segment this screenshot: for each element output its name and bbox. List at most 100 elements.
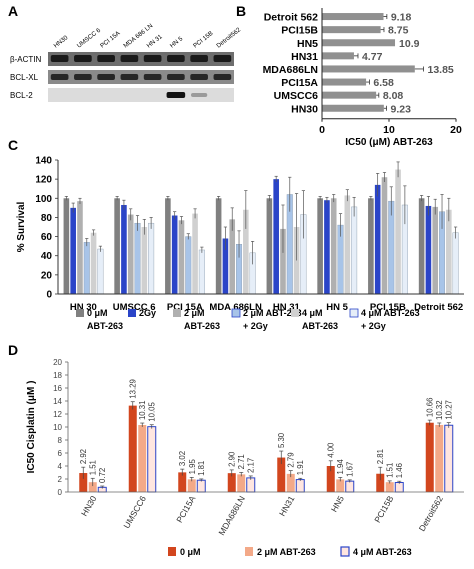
data-label: 10.66 bbox=[426, 398, 435, 418]
bar bbox=[322, 65, 415, 73]
data-label: 10.27 bbox=[445, 400, 454, 420]
data-label: 5.30 bbox=[277, 432, 286, 448]
data-label: 1.51 bbox=[89, 460, 98, 475]
bar bbox=[322, 26, 381, 34]
bar bbox=[376, 473, 385, 492]
bar bbox=[381, 177, 388, 294]
bar bbox=[326, 466, 335, 492]
legend-label: 4 μM ABT-263 bbox=[353, 547, 412, 557]
x-category-label: PCI15B bbox=[372, 494, 395, 525]
bar bbox=[83, 242, 90, 295]
legend-swatch bbox=[128, 309, 136, 317]
x-category-label: PCI15A bbox=[174, 494, 197, 525]
bar bbox=[322, 39, 396, 47]
bar bbox=[147, 426, 157, 493]
data-label: 1.95 bbox=[188, 459, 197, 475]
bar bbox=[148, 222, 155, 295]
data-label: 9.23 bbox=[391, 103, 412, 115]
bar bbox=[227, 473, 236, 492]
data-label: 1.94 bbox=[336, 459, 345, 475]
bar bbox=[246, 477, 256, 493]
data-label: 1.46 bbox=[395, 463, 404, 478]
legend-label: 0 μM bbox=[87, 308, 108, 318]
legend-label: 4 μM ABT-263 bbox=[361, 308, 420, 318]
bar bbox=[243, 209, 249, 294]
blot-band-actin bbox=[190, 55, 208, 62]
bar bbox=[70, 207, 76, 294]
bar bbox=[121, 204, 127, 294]
bar bbox=[330, 198, 337, 294]
bar bbox=[322, 13, 384, 21]
bar-category-label: HN31 bbox=[291, 51, 318, 63]
bar bbox=[127, 214, 134, 294]
y-tick-label: 10 bbox=[53, 423, 62, 432]
y-tick-label: 140 bbox=[35, 156, 52, 167]
bar bbox=[97, 248, 104, 295]
bar-category-label: Detroit 562 bbox=[264, 12, 318, 24]
bar bbox=[322, 52, 354, 60]
bar bbox=[395, 169, 401, 294]
data-label: 10.31 bbox=[138, 401, 147, 421]
blot-band-bclxl bbox=[97, 74, 115, 80]
y-tick-label: 14 bbox=[53, 397, 62, 406]
data-label: 6.58 bbox=[373, 77, 394, 89]
data-label: 1.67 bbox=[346, 462, 355, 477]
bar bbox=[385, 482, 394, 492]
bar bbox=[280, 228, 286, 294]
blot-row-label-bcl2: BCL-2 bbox=[10, 91, 33, 100]
bar bbox=[322, 91, 377, 99]
bar-category-label: HN5 bbox=[297, 38, 318, 50]
bar bbox=[237, 474, 246, 492]
legend-swatch bbox=[173, 309, 181, 317]
legend-label: 2 μM bbox=[184, 308, 205, 318]
legend-swatch bbox=[349, 308, 359, 318]
y-tick-label: 40 bbox=[41, 251, 53, 262]
x-category-label: Detroit562 bbox=[417, 494, 445, 533]
bar bbox=[266, 198, 273, 294]
bar-category-label: HN30 bbox=[291, 103, 318, 115]
legend-swatch bbox=[340, 546, 350, 557]
data-label: 0.72 bbox=[98, 468, 107, 483]
y-tick-label: 4 bbox=[58, 462, 63, 471]
data-label: 10.9 bbox=[399, 38, 420, 50]
data-label: 4.77 bbox=[362, 51, 383, 63]
panel-c-chart: 0 20 40 60 80 100 120 140 % Survival HN 30 UMSCC 6… bbox=[16, 156, 464, 331]
bar-category-label: UMSCC6 bbox=[274, 90, 318, 102]
x-category-label: HN 30 bbox=[70, 302, 97, 313]
bar bbox=[222, 238, 229, 294]
y-tick-label: 0 bbox=[46, 290, 52, 301]
blot-band-bclxl bbox=[190, 74, 208, 80]
panel-a-letter: A bbox=[8, 3, 18, 19]
y-tick-label: 20 bbox=[41, 270, 53, 281]
blot-lane-label: HN30 bbox=[53, 34, 70, 50]
x-category-label: HN 31 bbox=[273, 302, 301, 313]
y-tick-label: 8 bbox=[58, 436, 63, 445]
data-label: 9.18 bbox=[391, 12, 412, 24]
bar bbox=[435, 424, 444, 492]
bar bbox=[178, 472, 187, 492]
bar bbox=[187, 479, 196, 492]
bar bbox=[192, 213, 198, 294]
bar-category-label: PCI15A bbox=[281, 77, 318, 89]
panel-d-letter: D bbox=[8, 342, 18, 358]
bar bbox=[134, 222, 141, 295]
blot-band-actin bbox=[213, 55, 232, 62]
bar bbox=[79, 473, 88, 492]
x-category-label: PCI 15A bbox=[167, 302, 203, 313]
y-tick-label: 100 bbox=[35, 194, 52, 205]
bar bbox=[344, 195, 351, 294]
x-category-label: PCI 15B bbox=[370, 302, 406, 313]
bar bbox=[368, 198, 374, 294]
data-label: 2.81 bbox=[376, 449, 385, 464]
blot-band-bclxl bbox=[213, 74, 232, 80]
blot-band-actin bbox=[97, 55, 115, 62]
bar bbox=[322, 104, 384, 112]
bar bbox=[394, 482, 404, 493]
y-axis-title: IC50 Cisplatin (μM ) bbox=[26, 381, 37, 474]
data-label: 1.91 bbox=[296, 460, 305, 475]
blot-band-actin bbox=[50, 55, 69, 62]
blot-row-label-actin: β-ACTIN bbox=[10, 55, 41, 64]
bar bbox=[286, 473, 295, 492]
